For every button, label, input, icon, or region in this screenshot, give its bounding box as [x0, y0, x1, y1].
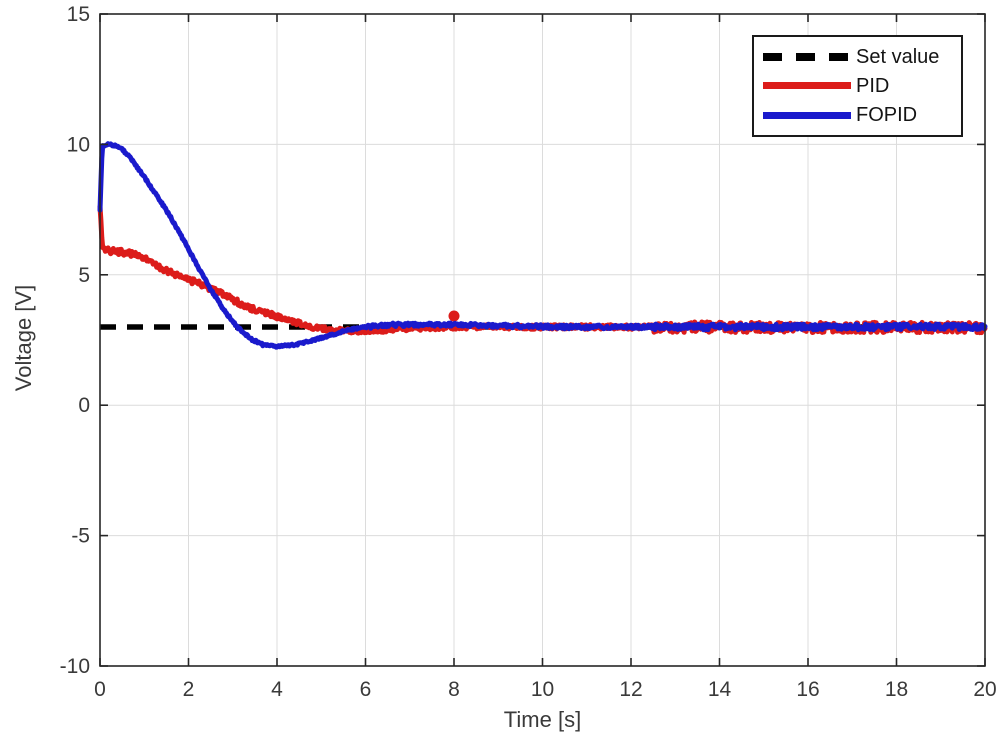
red-line-sample-icon [763, 82, 851, 90]
legend-label: Set value [856, 45, 940, 68]
legend-label: FOPID [856, 104, 918, 127]
legend: Set value PID FOPID [752, 35, 963, 137]
x-tick-label: 12 [619, 678, 642, 701]
legend-entry-fopid: FOPID [763, 105, 955, 125]
x-tick-label: 18 [885, 678, 908, 701]
series-lines [97, 141, 988, 350]
x-tick-labels: 0 2 4 6 8 10 12 14 16 18 20 [94, 678, 997, 701]
legend-entry-set-value: Set value [763, 47, 955, 67]
y-tick-label: -5 [71, 525, 90, 548]
series-fopid [97, 141, 988, 350]
blue-line-sample-icon [763, 111, 851, 119]
y-tick-label: -10 [60, 655, 90, 678]
x-tick-label: 10 [531, 678, 554, 701]
outlier-point [448, 310, 460, 322]
y-tick-label: 15 [67, 3, 90, 26]
x-tick-label: 0 [94, 678, 106, 701]
grid-lines [100, 14, 985, 666]
y-axis-label: Voltage [V] [11, 284, 36, 392]
y-tick-label: 0 [78, 394, 90, 417]
legend-entry-pid: PID [763, 76, 955, 96]
x-tick-label: 14 [708, 678, 732, 701]
x-tick-label: 6 [360, 678, 372, 701]
x-tick-label: 4 [271, 678, 283, 701]
x-axis-label: Time [s] [503, 707, 582, 732]
x-tick-label: 8 [448, 678, 460, 701]
x-tick-label: 16 [796, 678, 819, 701]
x-tick-label: 20 [973, 678, 996, 701]
axes-box [99, 13, 986, 667]
x-tick-label: 2 [183, 678, 195, 701]
y-tick-label: 10 [67, 133, 90, 156]
y-tick-labels: -10 -5 0 5 10 15 [60, 3, 90, 678]
y-tick-label: 5 [78, 264, 90, 287]
legend-label: PID [856, 74, 890, 97]
dashed-line-sample-icon [763, 52, 851, 61]
